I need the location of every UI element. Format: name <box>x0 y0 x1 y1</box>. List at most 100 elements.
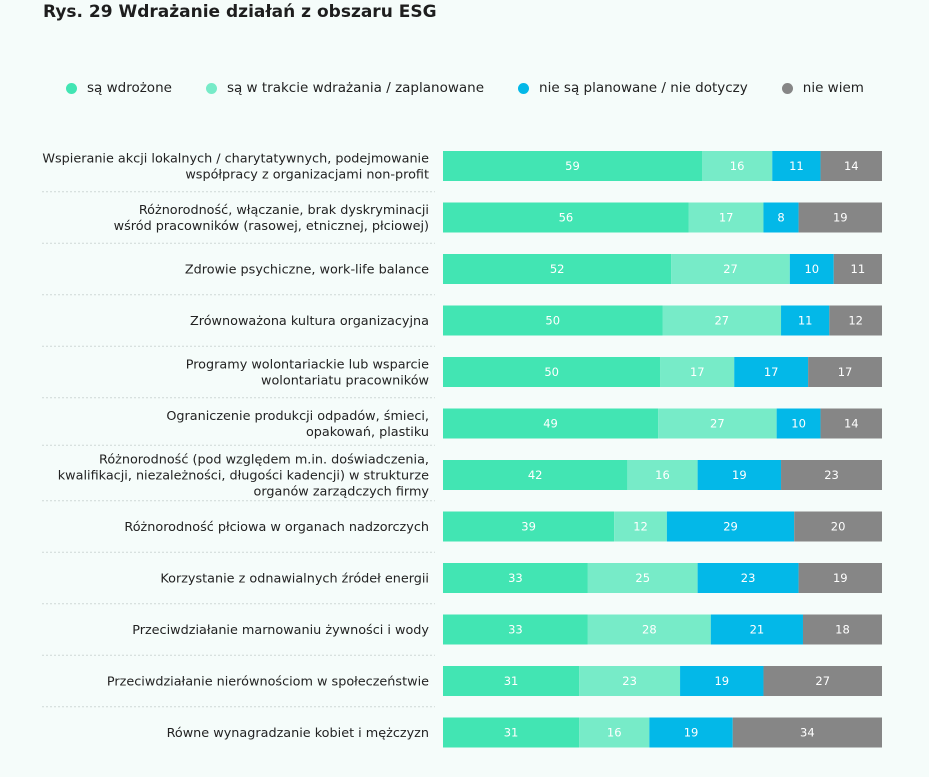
data-label: 16 <box>607 726 622 740</box>
bar-row: Zrównoważona kultura organizacyjna 50 27 11… <box>190 305 882 336</box>
bar-segment-implemented <box>443 305 663 336</box>
bar-segment-not-planned <box>781 305 830 336</box>
bar-segment-implemented <box>443 202 689 233</box>
category-label: Zrównoważona kultura organizacyjna <box>190 314 429 329</box>
bar-segment-dont-know <box>829 305 882 336</box>
bar-segment-in-progress <box>579 666 681 696</box>
data-label: 17 <box>690 365 705 379</box>
legend-label-in-progress: są w trakcie wdrażania / zaplanowane <box>226 80 485 96</box>
bar-segment-not-planned <box>789 254 834 284</box>
data-label: 17 <box>719 211 734 225</box>
bar-segment-in-progress <box>660 357 735 387</box>
category-label-line: współpracy z organizacjami non-profit <box>185 168 429 183</box>
bar-segment-in-progress <box>688 202 764 233</box>
data-label: 33 <box>508 623 523 637</box>
data-label: 8 <box>777 211 784 225</box>
data-label: 50 <box>545 314 560 328</box>
bar-segment-implemented <box>443 254 672 284</box>
category-label: Przeciwdziałanie nierównościom w społecz… <box>107 675 429 690</box>
category-label: Różnorodność (pod względem m.in. doświad… <box>58 453 430 500</box>
data-label: 27 <box>714 314 729 328</box>
bar-row: Korzystanie z odnawialnych źródeł energi… <box>160 563 882 593</box>
bar-segment-not-planned <box>649 717 733 748</box>
bar-segment-implemented <box>443 357 661 387</box>
chart-title: Rys. 29 Wdrażanie działań z obszaru ESG <box>43 2 437 22</box>
bar-segment-not-planned <box>710 614 803 645</box>
category-label-line: Programy wolontariackie lub wsparcie <box>186 358 429 373</box>
bar-segment-implemented <box>443 614 588 645</box>
data-label: 19 <box>732 468 747 482</box>
bar-segment-dont-know <box>763 666 882 696</box>
legend-marker-dont-know <box>781 82 793 94</box>
bar-segment-not-planned <box>697 563 799 593</box>
bar-segment-not-planned <box>776 408 821 439</box>
bar-row: Różnorodność, włączanie, brak dyskrymina… <box>114 202 882 234</box>
data-label: 19 <box>684 726 699 740</box>
legend-item-in-progress: są w trakcie wdrażania / zaplanowane <box>205 80 485 96</box>
category-label-line: Przeciwdziałanie nierównościom w społecz… <box>107 675 429 690</box>
bar-segment-in-progress <box>627 460 698 490</box>
data-label: 14 <box>844 417 859 431</box>
bar-segment-dont-know <box>820 408 882 439</box>
data-label: 27 <box>723 262 738 276</box>
category-label-line: wolontariatu pracowników <box>261 374 429 389</box>
bar-segment-implemented <box>443 563 588 593</box>
bar-segment-not-planned <box>666 511 795 542</box>
data-label: 18 <box>835 623 850 637</box>
bar-segment-dont-know <box>798 563 882 593</box>
data-label: 23 <box>741 571 756 585</box>
legend-marker-in-progress <box>205 82 217 94</box>
category-label: Przeciwdziałanie marnowaniu żywności i w… <box>132 623 429 638</box>
bar-segment-not-planned <box>697 460 782 490</box>
legend-label-not-planned: nie są planowane / nie dotyczy <box>539 80 748 96</box>
data-label: 56 <box>559 211 574 225</box>
data-label: 14 <box>844 159 859 173</box>
data-label: 31 <box>504 674 519 688</box>
bar-row: Zdrowie psychiczne, work-life balance 52 2… <box>185 254 882 284</box>
category-label-line: wśród pracowników (rasowej, etnicznej, p… <box>114 219 429 234</box>
bar-row: Przeciwdziałanie marnowaniu żywności i w… <box>132 614 882 645</box>
legend-item-implemented: są wdrożone <box>66 80 172 96</box>
bar-segment-in-progress <box>658 408 777 439</box>
category-label: Różnorodność, włączanie, brak dyskrymina… <box>114 203 429 234</box>
data-label: 49 <box>543 417 558 431</box>
bar-segment-implemented <box>443 460 628 490</box>
data-label: 34 <box>800 726 815 740</box>
bar-segment-not-planned <box>763 202 799 233</box>
category-label-line: Różnorodność (pod względem m.in. doświad… <box>99 453 429 468</box>
bar-row: Ograniczenie produkcji odpadów, śmieci, o… <box>166 408 882 440</box>
category-label: Wspieranie akcji lokalnych / charytatywn… <box>42 152 429 183</box>
data-label: 23 <box>622 674 637 688</box>
data-label: 17 <box>764 365 779 379</box>
legend-label-implemented: są wdrożone <box>87 80 172 96</box>
category-label: Ograniczenie produkcji odpadów, śmieci, o… <box>166 409 429 440</box>
bar-segment-dont-know <box>833 254 882 284</box>
bar-row: Wspieranie akcji lokalnych / charytatywn… <box>42 151 882 183</box>
category-label-line: Wspieranie akcji lokalnych / charytatywn… <box>42 152 429 167</box>
bar-segment-in-progress <box>579 717 650 748</box>
category-label: Korzystanie z odnawialnych źródeł energi… <box>160 572 429 587</box>
data-label: 19 <box>833 211 848 225</box>
data-label: 25 <box>635 571 650 585</box>
data-label: 27 <box>815 674 830 688</box>
bar-segment-dont-know <box>808 357 882 387</box>
category-label-line: Różnorodność, włączanie, brak dyskrymina… <box>139 203 429 218</box>
data-label: 28 <box>642 623 657 637</box>
bar-segment-in-progress <box>587 614 711 645</box>
data-label: 59 <box>565 159 580 173</box>
category-label: Różnorodność płciowa w organach nadzorcz… <box>124 520 429 535</box>
data-label: 33 <box>508 571 523 585</box>
data-label: 50 <box>544 365 559 379</box>
bar-segment-implemented <box>443 717 580 748</box>
data-label: 21 <box>750 623 765 637</box>
data-label: 27 <box>710 417 725 431</box>
bar-segment-dont-know <box>798 202 882 233</box>
data-label: 29 <box>723 520 738 534</box>
legend-marker-implemented <box>66 82 77 94</box>
category-label: Równe wynagradzanie kobiet i mężczyzn <box>167 726 429 741</box>
bar-row: Różnorodność (pod względem m.in. doświad… <box>58 453 882 500</box>
bar-segment-dont-know <box>794 511 882 542</box>
data-label: 19 <box>833 571 848 585</box>
data-label: 16 <box>730 159 745 173</box>
